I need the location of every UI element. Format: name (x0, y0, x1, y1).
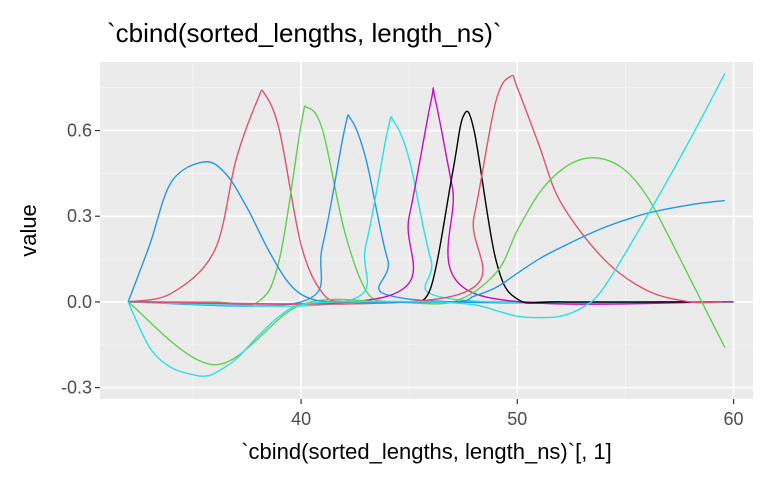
y-tick-label: 0.3 (67, 206, 92, 226)
series-line-9 (127, 161, 725, 304)
series-line-8 (127, 156, 726, 366)
series-line-5 (128, 87, 734, 305)
y-tick-label: 0.6 (67, 121, 92, 141)
series-line-10 (127, 73, 726, 377)
x-tick-label: 60 (724, 409, 744, 429)
plot-panel (100, 62, 753, 399)
chart-title: `cbind(sorted_lengths, length_ns)` (107, 18, 502, 48)
y-tick-label: -0.3 (61, 378, 92, 398)
axes: -0.3 0.0 0.3 0.6 40 50 60 (61, 121, 744, 429)
x-axis-label: `cbind(sorted_lengths, length_ns)`[, 1] (241, 439, 612, 464)
series-line-6 (408, 110, 691, 304)
y-axis-label: value (16, 204, 41, 257)
x-tick-label: 50 (507, 409, 527, 429)
x-tick-label: 40 (291, 409, 311, 429)
y-tick-label: 0.0 (67, 292, 92, 312)
series-lines (127, 73, 734, 377)
series-line-7 (128, 74, 723, 305)
